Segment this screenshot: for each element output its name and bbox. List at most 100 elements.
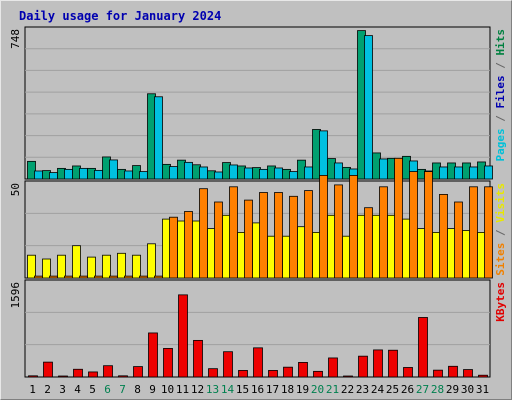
bar-files-day-1 (34, 170, 43, 180)
bar-sites-day-26 (409, 171, 418, 279)
x-tick-label: 17 (266, 383, 279, 396)
bar-files-day-8 (139, 171, 148, 180)
bar-kbytes-day-10 (163, 348, 173, 378)
bar-visits-day-4 (72, 245, 81, 279)
bar-files-day-9 (154, 96, 163, 180)
x-tick-label: 3 (59, 383, 66, 396)
bar-kbytes-day-23 (358, 355, 368, 378)
panel-plot-area (24, 26, 491, 180)
bar-files-day-17 (274, 167, 283, 180)
bar-visits-day-8 (132, 254, 141, 279)
bar-kbytes-day-15 (238, 370, 248, 378)
x-tick-label: 27 (416, 383, 429, 396)
x-tick-label: 18 (281, 383, 294, 396)
bar-visits-day-7 (117, 252, 126, 279)
bar-sites-day-4 (79, 275, 88, 279)
bar-sites-day-28 (439, 193, 448, 279)
bar-files-day-24 (379, 158, 388, 180)
bar-sites-day-16 (259, 192, 268, 279)
bar-sites-day-24 (379, 186, 388, 279)
bar-files-day-30 (469, 166, 478, 180)
x-tick-label: 16 (251, 383, 264, 396)
x-tick-label: 1 (29, 383, 36, 396)
bar-files-day-20 (319, 130, 328, 180)
bar-files-day-4 (79, 167, 88, 180)
bar-sites-day-30 (469, 186, 478, 279)
legend-entry: / (494, 109, 507, 129)
bar-sites-day-11 (184, 211, 193, 279)
x-tick-label: 12 (191, 383, 204, 396)
bar-files-day-5 (94, 169, 103, 180)
chart-title: Daily usage for January 2024 (19, 9, 221, 23)
bar-files-day-11 (184, 161, 193, 180)
bar-kbytes-day-27 (418, 317, 428, 378)
bar-kbytes-day-2 (43, 361, 53, 378)
bar-kbytes-day-3 (58, 375, 68, 378)
bar-files-day-21 (334, 162, 343, 180)
bar-sites-day-2 (49, 275, 58, 279)
x-tick-label: 10 (161, 383, 174, 396)
x-tick-label: 30 (461, 383, 474, 396)
x-tick-label: 25 (386, 383, 399, 396)
y-max-label: 50 (9, 183, 22, 196)
bar-sites-day-31 (484, 186, 493, 279)
bar-kbytes-day-8 (133, 366, 143, 378)
bar-files-day-6 (109, 159, 118, 180)
bar-sites-day-6 (109, 275, 118, 279)
kbytes_panel: 1596 KBytes (9, 279, 507, 378)
bar-sites-day-1 (34, 275, 43, 279)
bar-files-day-3 (64, 168, 73, 180)
bar-files-day-10 (169, 166, 178, 180)
y-max-label: 1596 (9, 282, 22, 309)
bar-files-day-28 (439, 166, 448, 180)
x-tick-label: 26 (401, 383, 414, 396)
legend-entry: Files (494, 75, 507, 108)
bar-kbytes-day-18 (283, 366, 293, 378)
bar-kbytes-day-7 (118, 375, 128, 378)
bar-kbytes-day-21 (328, 357, 338, 378)
bar-kbytes-day-13 (208, 368, 218, 378)
bar-kbytes-day-31 (478, 374, 488, 378)
bar-files-day-2 (49, 172, 58, 180)
bar-files-day-15 (244, 167, 253, 180)
series-legend: KBytes (494, 282, 507, 322)
x-tick-label: 19 (296, 383, 309, 396)
bar-files-day-7 (124, 170, 133, 180)
series-legend: Sites / Visits (494, 183, 507, 276)
bar-sites-day-21 (334, 184, 343, 279)
bar-hits-day-1 (27, 160, 36, 180)
bar-kbytes-day-1 (28, 375, 38, 378)
bar-kbytes-day-11 (178, 294, 188, 378)
x-tick-label: 13 (206, 383, 219, 396)
bar-sites-day-12 (199, 188, 208, 279)
bar-sites-day-25 (394, 157, 403, 279)
bar-kbytes-day-22 (343, 375, 353, 378)
bar-sites-day-9 (154, 275, 163, 279)
x-tick-label: 7 (119, 383, 126, 396)
bar-sites-day-18 (289, 195, 298, 279)
bar-kbytes-day-30 (463, 369, 473, 378)
x-tick-label: 24 (371, 383, 385, 396)
x-tick-label: 6 (104, 383, 111, 396)
bar-kbytes-day-9 (148, 332, 158, 378)
bar-files-day-18 (289, 171, 298, 180)
bar-kbytes-day-12 (193, 339, 203, 378)
bar-files-day-14 (229, 164, 238, 180)
bar-sites-day-23 (364, 207, 373, 279)
bar-sites-day-20 (319, 174, 328, 279)
bar-files-day-12 (199, 166, 208, 180)
visits_panel: 50 Sites / Visits (9, 157, 507, 279)
x-tick-label: 23 (356, 383, 369, 396)
bar-sites-day-3 (64, 275, 73, 279)
bar-sites-day-19 (304, 190, 313, 279)
bar-sites-day-8 (139, 275, 148, 279)
bar-sites-day-22 (349, 174, 358, 279)
bar-sites-day-15 (244, 199, 253, 279)
y-max-label: 748 (9, 29, 22, 49)
x-tick-label: 11 (176, 383, 189, 396)
bar-visits-day-3 (57, 254, 66, 279)
bar-kbytes-day-25 (388, 349, 398, 378)
bar-files-day-13 (214, 171, 223, 180)
